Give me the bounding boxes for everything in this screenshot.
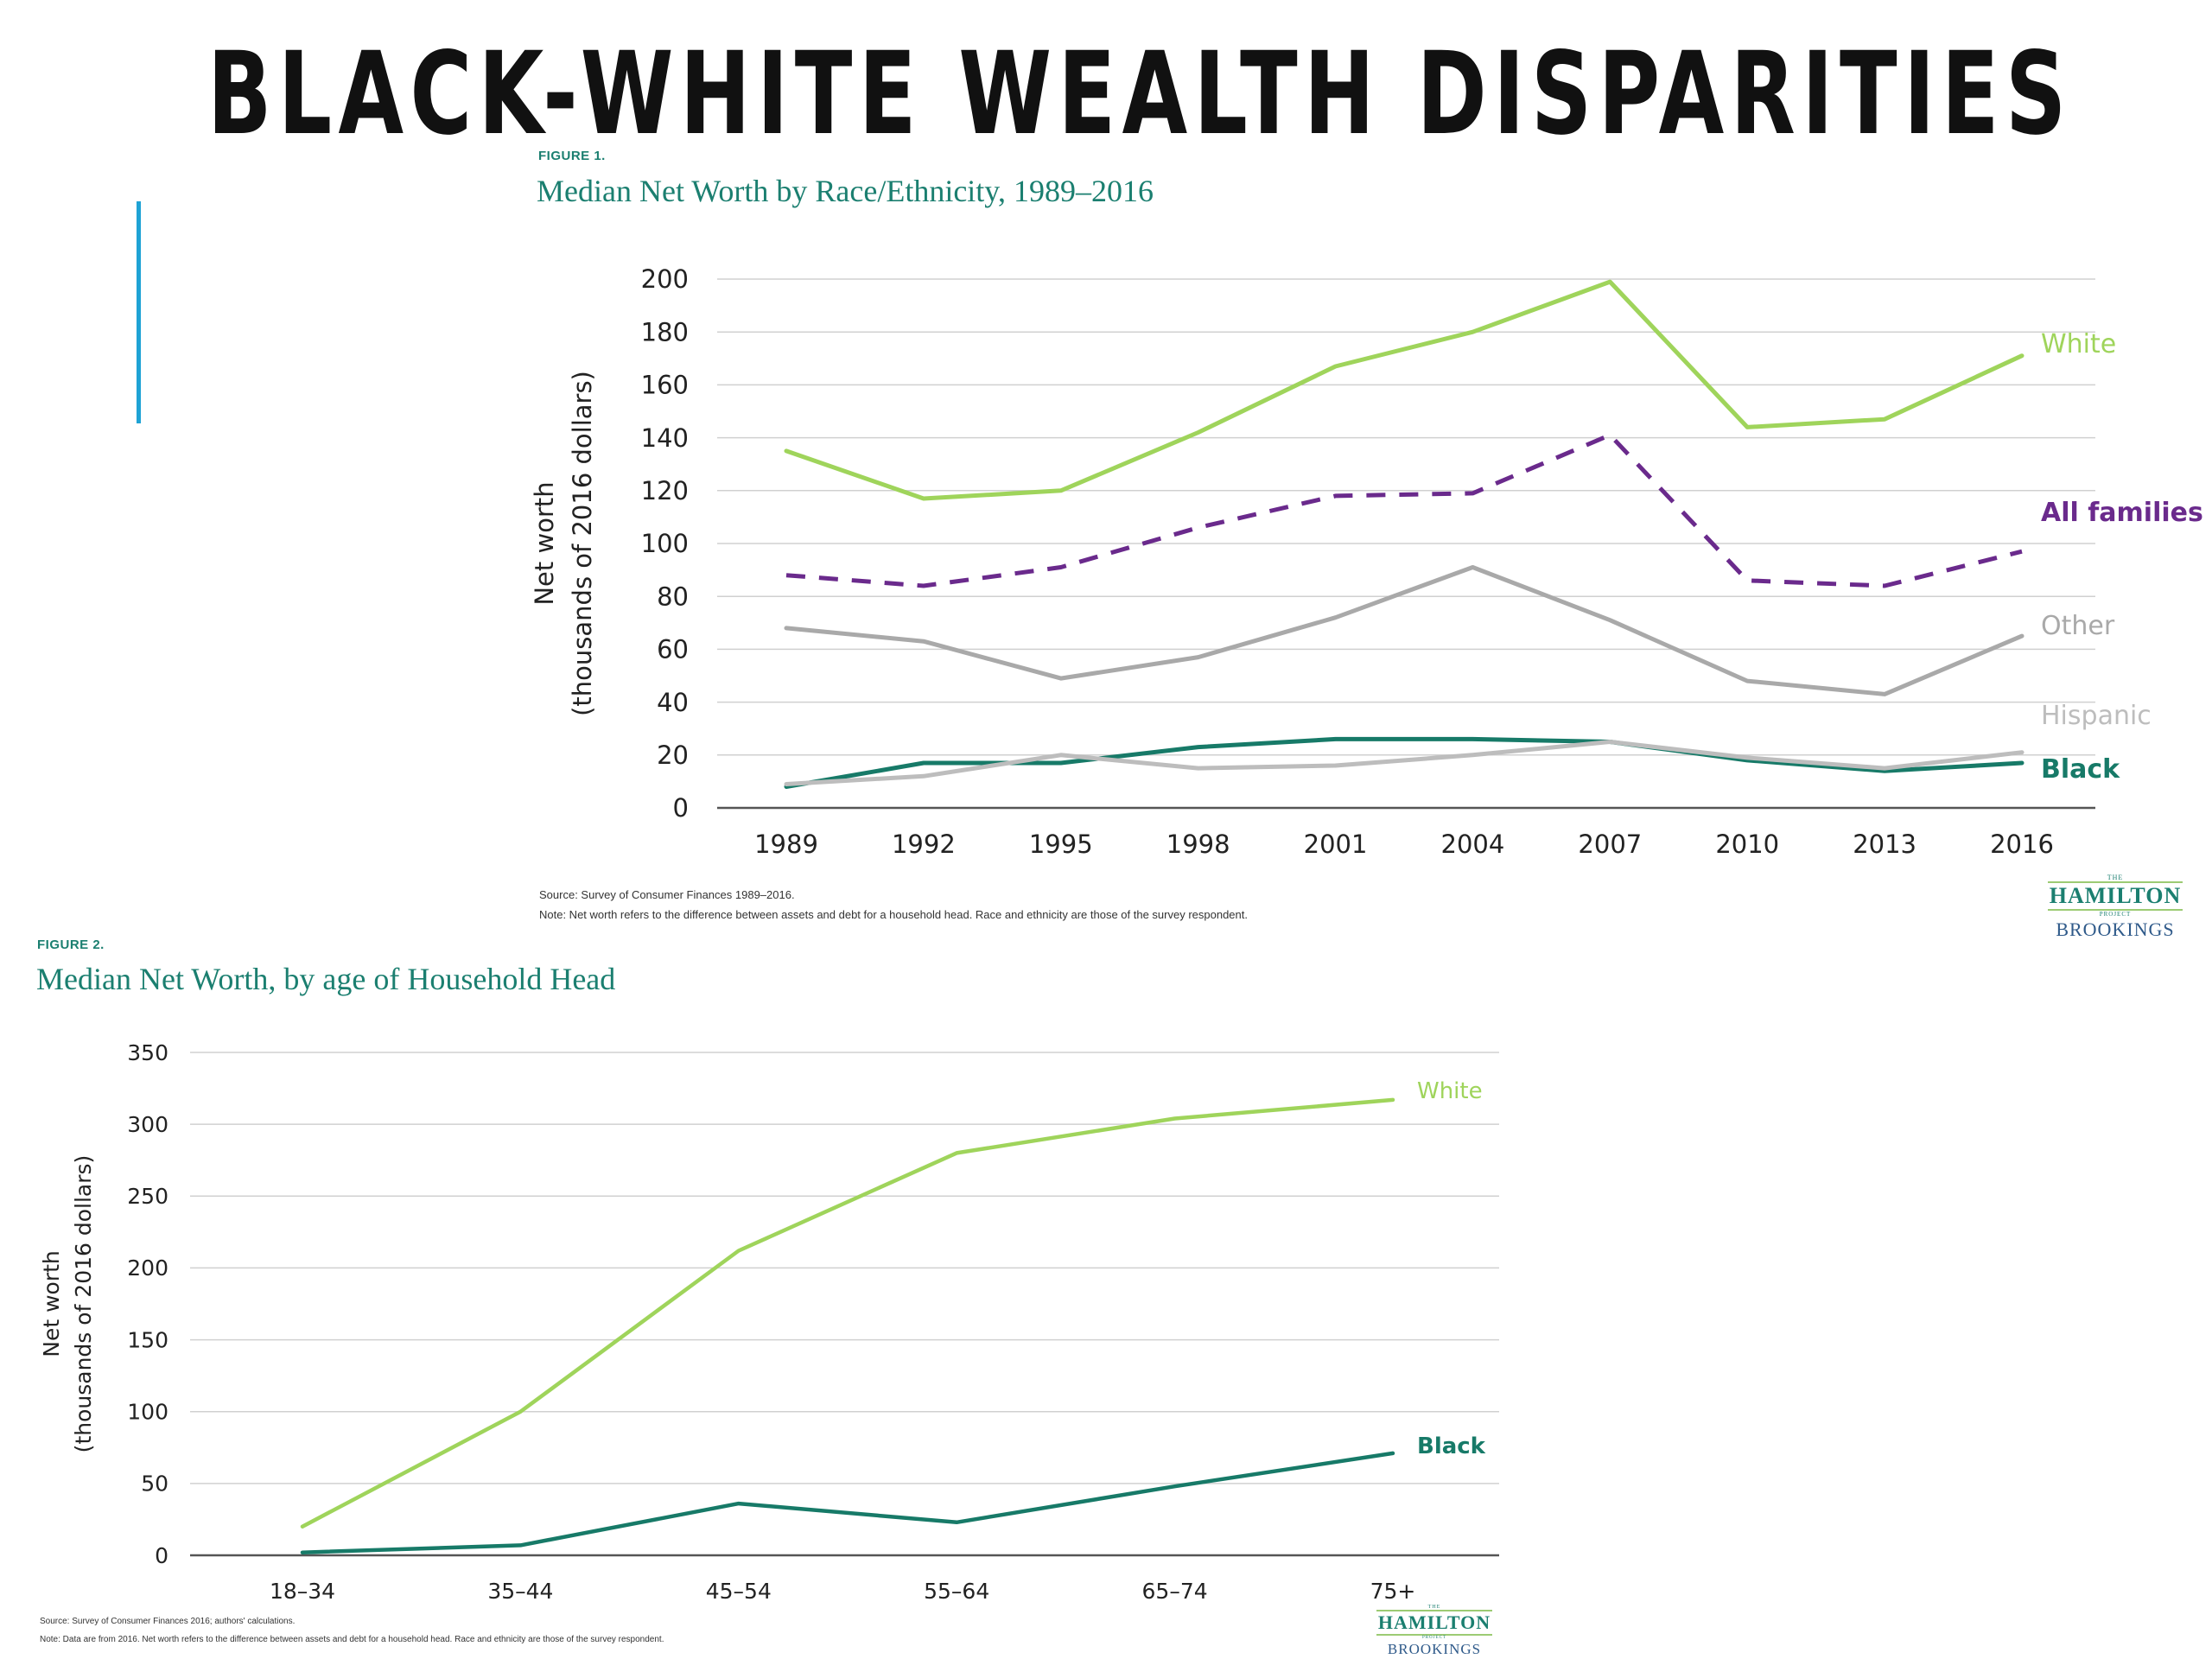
chart2-y-tick-label: 300 bbox=[127, 1112, 168, 1137]
figure2-title: Median Net Worth, by age of Household He… bbox=[36, 962, 616, 996]
chart1-series-label-black: Black bbox=[2041, 754, 2120, 785]
chart1-x-tick-label: 2004 bbox=[1441, 830, 1505, 859]
chart2-series-white-line bbox=[300, 1097, 1395, 1529]
chart1-x-tick-label: 2013 bbox=[1853, 830, 1916, 859]
logo-the: THE bbox=[1427, 1605, 1441, 1610]
chart1-series-other-line bbox=[784, 565, 2024, 696]
figure2-note: Note: Data are from 2016. Net worth refe… bbox=[40, 1635, 664, 1644]
chart1-y-axis-label: Net worth bbox=[530, 481, 559, 605]
chart1-series-hispanic-line bbox=[784, 740, 2024, 786]
chart2-series-black-line bbox=[300, 1451, 1395, 1554]
figure1-note: Note: Net worth refers to the difference… bbox=[539, 908, 1248, 921]
chart1-series-white-line bbox=[784, 279, 2024, 501]
figure2-label: FIGURE 2. bbox=[37, 938, 105, 952]
chart1-series-label-white: White bbox=[2041, 329, 2116, 359]
chart2-x-tick-label: 55–64 bbox=[924, 1579, 989, 1604]
hamilton-brookings-logo-2: THE HAMILTON PROJECT BROOKINGS bbox=[1374, 1605, 1495, 1658]
logo-hamilton: HAMILTON bbox=[1376, 1610, 1493, 1636]
chart1-x-tick-label: 1998 bbox=[1166, 830, 1230, 859]
logo-brookings: BROOKINGS bbox=[2056, 918, 2175, 940]
chart2-y-tick-label: 350 bbox=[127, 1040, 168, 1065]
chart1-y-tick-label: 100 bbox=[641, 529, 689, 558]
chart1-series-label-all-families: All families bbox=[2041, 498, 2203, 528]
chart1-y-tick-label: 200 bbox=[641, 264, 689, 294]
chart1-y-tick-label: 140 bbox=[641, 423, 689, 453]
chart2-y-tick-label: 200 bbox=[127, 1255, 168, 1281]
chart1-y-tick-label: 40 bbox=[657, 688, 689, 717]
figure1-title: Median Net Worth by Race/Ethnicity, 1989… bbox=[537, 174, 1154, 208]
chart1-x-tick-label: 2007 bbox=[1578, 830, 1642, 859]
chart1-series-label-hispanic: Hispanic bbox=[2041, 701, 2152, 731]
chart2-y-tick-label: 150 bbox=[127, 1327, 168, 1352]
chart1-x-tick-label: 2016 bbox=[1990, 830, 2054, 859]
chart1-y-tick-label: 0 bbox=[673, 793, 689, 823]
chart1-y-tick-label: 160 bbox=[641, 371, 689, 400]
logo-project: PROJECT bbox=[1421, 1636, 1447, 1640]
hamilton-brookings-logo-1: THE HAMILTON PROJECT BROOKINGS bbox=[2046, 874, 2184, 941]
chart2-y-tick-label: 0 bbox=[155, 1543, 168, 1568]
chart1-series-label-other: Other bbox=[2041, 611, 2115, 641]
chart2-y-axis-label: Net worth bbox=[39, 1250, 64, 1357]
accent-bar bbox=[137, 201, 141, 423]
chart2-x-tick-label: 18–34 bbox=[270, 1579, 335, 1604]
chart2-y-tick-label: 250 bbox=[127, 1184, 168, 1209]
figure1-label: FIGURE 1. bbox=[538, 149, 606, 163]
chart1-y-tick-label: 120 bbox=[641, 476, 689, 505]
chart1-x-tick-label: 2001 bbox=[1304, 830, 1368, 859]
chart1-series-black-line bbox=[784, 736, 2024, 789]
chart1-x-tick-label: 1989 bbox=[754, 830, 818, 859]
chart2-y-axis-sublabel: (thousands of 2016 dollars) bbox=[71, 1155, 96, 1453]
chart2-x-tick-label: 45–54 bbox=[706, 1579, 772, 1604]
chart1-y-tick-label: 180 bbox=[641, 317, 689, 346]
logo-hamilton: HAMILTON bbox=[2047, 881, 2183, 911]
figure1-source: Source: Survey of Consumer Finances 1989… bbox=[539, 888, 795, 901]
logo-project: PROJECT bbox=[2099, 911, 2132, 918]
chart1-series-all-families-line bbox=[785, 433, 2023, 588]
chart1-x-tick-label: 2010 bbox=[1715, 830, 1779, 859]
chart1-y-tick-label: 20 bbox=[657, 741, 689, 770]
chart1-plot: 0 20 40 60 80 100 120 140 160 180 200 1989 1992 1995 1… bbox=[530, 264, 2203, 859]
chart2-y-tick-label: 50 bbox=[141, 1471, 168, 1497]
chart2-x-tick-label: 35–44 bbox=[487, 1579, 553, 1604]
chart2-series-label-white: White bbox=[1417, 1078, 1483, 1104]
chart2-plot: 0 50 100 150 200 250 300 350 18–34 35–44 45–54 55–6… bbox=[39, 1040, 1499, 1604]
slide-title: BLACK-WHITE WEALTH DISPARITIES bbox=[207, 28, 2073, 161]
chart1-y-axis-sublabel: (thousands of 2016 dollars) bbox=[568, 371, 597, 716]
chart2-y-tick-label: 100 bbox=[127, 1399, 168, 1424]
logo-the: THE bbox=[2107, 874, 2124, 881]
chart1-y-tick-label: 60 bbox=[657, 635, 689, 664]
logo-brookings: BROOKINGS bbox=[1387, 1641, 1482, 1657]
chart1-y-tick-label: 80 bbox=[657, 582, 689, 611]
chart1-x-tick-label: 1995 bbox=[1029, 830, 1093, 859]
chart2-series-label-black: Black bbox=[1417, 1433, 1486, 1459]
chart2-x-tick-label: 65–74 bbox=[1142, 1579, 1208, 1604]
chart1-x-tick-label: 1992 bbox=[892, 830, 956, 859]
chart2-x-tick-label: 75+ bbox=[1370, 1579, 1416, 1604]
figure2-source: Source: Survey of Consumer Finances 2016… bbox=[40, 1617, 295, 1626]
